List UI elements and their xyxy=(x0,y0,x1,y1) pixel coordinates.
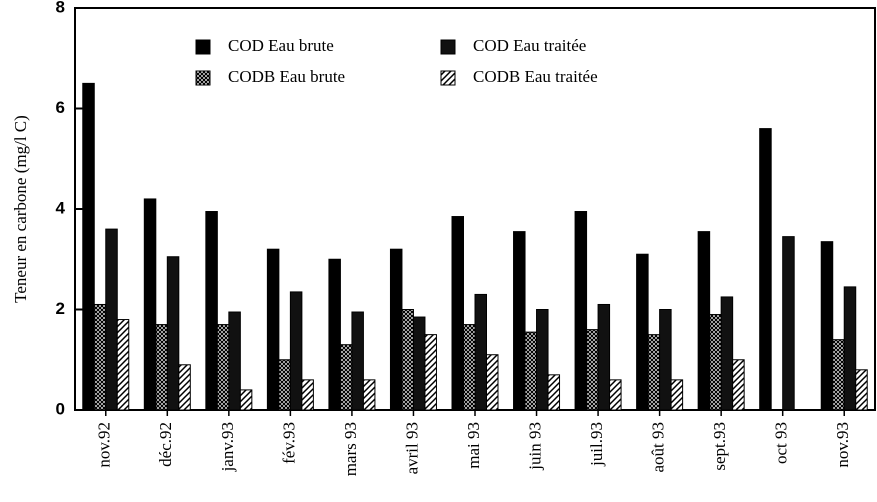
y-axis-label: Teneur en carbone (mg/l C) xyxy=(11,115,30,303)
bar xyxy=(289,291,303,411)
bar xyxy=(486,354,499,411)
bar xyxy=(278,359,291,411)
bar xyxy=(647,334,661,411)
x-tick-label: mars 93 xyxy=(341,422,360,476)
bar xyxy=(820,241,834,411)
bar xyxy=(536,309,549,411)
bar xyxy=(720,296,734,411)
x-tick-label: sept.93 xyxy=(710,422,729,471)
bar xyxy=(451,216,464,411)
x-tick-label: oct 93 xyxy=(772,422,791,464)
y-tick-label: 6 xyxy=(56,98,65,117)
bar xyxy=(782,236,795,411)
legend-label: CODB Eau brute xyxy=(228,67,345,86)
bar xyxy=(697,231,711,411)
bar xyxy=(609,379,622,411)
bar xyxy=(93,303,107,411)
legend-swatch xyxy=(195,39,211,55)
x-tick-label: juil.93 xyxy=(587,422,606,467)
bar xyxy=(266,248,280,411)
bar xyxy=(216,324,230,411)
bar xyxy=(155,324,168,411)
bar xyxy=(389,248,403,411)
bar xyxy=(412,316,426,411)
bar xyxy=(116,319,130,411)
bar xyxy=(82,82,95,411)
x-tick-label: mai 93 xyxy=(464,422,483,469)
y-tick-label: 4 xyxy=(56,198,66,217)
bar xyxy=(759,128,772,411)
bar xyxy=(855,369,868,411)
legend-swatch xyxy=(440,39,456,55)
bar xyxy=(670,379,684,411)
bar xyxy=(832,339,845,411)
bar xyxy=(239,389,253,411)
legend-swatch xyxy=(195,70,211,86)
legend-label: COD Eau traitée xyxy=(473,36,586,55)
legend-label: COD Eau brute xyxy=(228,36,334,55)
bar xyxy=(105,228,118,411)
bar xyxy=(513,231,526,411)
x-tick-label: août 93 xyxy=(649,422,668,473)
x-tick-label: nov.92 xyxy=(95,422,114,468)
bar xyxy=(659,309,672,411)
bar xyxy=(597,303,611,411)
bar xyxy=(328,258,341,411)
bar xyxy=(463,324,476,411)
bar xyxy=(586,329,599,411)
x-tick-label: déc.92 xyxy=(156,422,175,467)
x-tick-label: avril 93 xyxy=(402,422,421,474)
y-tick-label: 0 xyxy=(56,399,65,418)
legend-label: CODB Eau traitée xyxy=(473,67,598,86)
bar xyxy=(547,374,561,411)
bar xyxy=(205,211,218,411)
bar xyxy=(178,364,191,411)
bar xyxy=(143,198,157,411)
x-tick-label: janv.93 xyxy=(218,422,237,472)
bar xyxy=(166,256,180,411)
bar xyxy=(362,379,376,411)
bar xyxy=(843,286,857,411)
bar xyxy=(574,211,588,411)
bar xyxy=(228,311,241,411)
bar xyxy=(474,293,487,411)
bar xyxy=(709,314,722,411)
y-tick-label: 2 xyxy=(56,299,65,318)
bar xyxy=(351,311,364,411)
bar xyxy=(636,253,649,411)
y-tick-label: 8 xyxy=(56,0,65,16)
bar xyxy=(424,334,437,411)
legend-swatch xyxy=(440,70,456,86)
bar xyxy=(339,344,353,411)
x-tick-label: juin 93 xyxy=(525,422,544,471)
x-tick-label: fév.93 xyxy=(279,422,298,464)
bar xyxy=(401,309,414,411)
bar xyxy=(301,379,314,411)
bar xyxy=(524,331,538,411)
bar xyxy=(732,359,745,411)
x-tick-label: nov.93 xyxy=(833,422,852,468)
